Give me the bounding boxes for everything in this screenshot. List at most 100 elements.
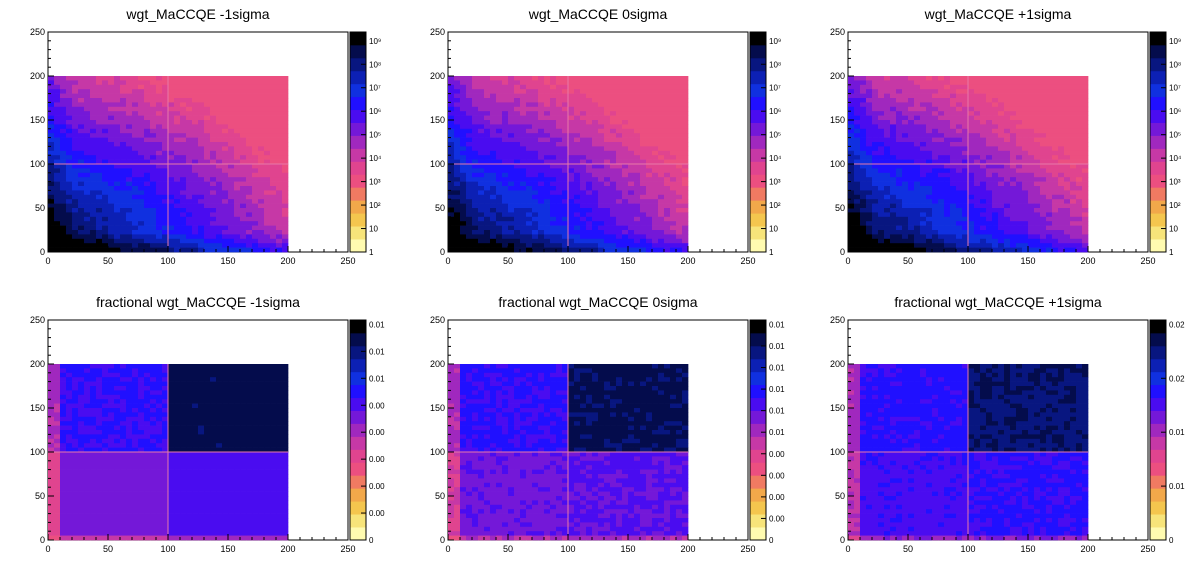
heatmap-cell [120,190,126,195]
heatmap-cell [114,177,120,182]
heatmap-cell [604,102,610,107]
heatmap-cell [174,173,180,178]
heatmap-cell [526,217,532,222]
heatmap-cell [974,111,980,116]
heatmap-cell [568,102,574,107]
heatmap-cell [520,195,526,200]
heatmap-cell [84,173,90,178]
heatmap-cell [860,151,866,156]
heatmap-cell [108,173,114,178]
heatmap-cell [162,177,168,182]
heatmap-cell [932,151,938,156]
heatmap-cell [246,230,252,235]
heatmap-cell [282,182,288,187]
heatmap-cell [682,133,688,138]
heatmap-cell [550,168,556,173]
heatmap-cell [866,80,872,85]
heatmap-cell [526,204,532,209]
heatmap-cell [646,177,652,182]
heatmap-cell [562,85,568,90]
heatmap-cell [890,102,896,107]
heatmap-cell [48,155,54,160]
heatmap-cell [1082,116,1088,121]
heatmap-cell [1016,85,1022,90]
heatmap-cell [1064,98,1070,103]
heatmap-cell [114,80,120,85]
heatmap-cell [168,138,174,143]
heatmap-cell [670,195,676,200]
heatmap-cell [854,221,860,226]
heatmap-cell [1040,138,1046,143]
heatmap-cell [550,248,556,253]
heatmap-cell [1058,155,1064,160]
heatmap-cell [84,85,90,90]
heatmap-cell [598,80,604,85]
heatmap-cell [222,177,228,182]
heatmap-cell [556,164,562,169]
heatmap-cell [896,85,902,90]
heatmap-cell [1082,76,1088,81]
heatmap-cell [264,212,270,217]
heatmap-cell [974,230,980,235]
heatmap-cell [574,107,580,112]
heatmap-cell [490,168,496,173]
heatmap-cell [962,226,968,231]
heatmap-cell [950,248,956,253]
heatmap-cell [932,195,938,200]
heatmap-cell [454,182,460,187]
heatmap-cell [586,111,592,116]
heatmap-cell [60,133,66,138]
heatmap-cell [920,80,926,85]
heatmap-cell [938,80,944,85]
heatmap-cell [884,195,890,200]
heatmap-cell [676,208,682,213]
heatmap-cell [658,89,664,94]
heatmap-cell [550,89,556,94]
heatmap-cell [950,226,956,231]
heatmap-cell [908,116,914,121]
heatmap-cell [580,199,586,204]
heatmap-cell [96,138,102,143]
heatmap-cell [962,239,968,244]
heatmap-cell [932,243,938,248]
heatmap-cell [84,208,90,213]
heatmap-cell [622,155,628,160]
heatmap-cell [276,168,282,173]
heatmap-cell [102,146,108,151]
heatmap-cell [102,168,108,173]
heatmap-cell [126,217,132,222]
heatmap-cell [466,239,472,244]
heatmap-cell [1040,226,1046,231]
heatmap-cell [234,248,240,253]
heatmap-cell [448,217,454,222]
heatmap-cell [114,186,120,191]
heatmap-cell [1028,234,1034,239]
heatmap-cell [866,243,872,248]
heatmap-cell [66,230,72,235]
heatmap-cell [180,217,186,222]
heatmap-cell [180,212,186,217]
heatmap-cell [670,190,676,195]
heatmap-cell [240,230,246,235]
heatmap-cell [1064,102,1070,107]
heatmap-cell [240,168,246,173]
x-tick-label: 0 [445,256,450,266]
heatmap-cell [968,212,974,217]
heatmap-cell [252,217,258,222]
heatmap-cell [144,226,150,231]
heatmap-cell [132,155,138,160]
heatmap-cell [950,212,956,217]
heatmap-cell [1070,107,1076,112]
heatmap-cell [1058,94,1064,99]
heatmap-cell [48,85,54,90]
heatmap-cell [246,142,252,147]
heatmap-cell [204,155,210,160]
heatmap-cell [258,85,264,90]
heatmap-cell [484,80,490,85]
heatmap-cell [640,230,646,235]
heatmap-cell [854,155,860,160]
heatmap-cell [604,76,610,81]
heatmap-cell [448,85,454,90]
heatmap-cell [466,98,472,103]
heatmap-cell [610,212,616,217]
